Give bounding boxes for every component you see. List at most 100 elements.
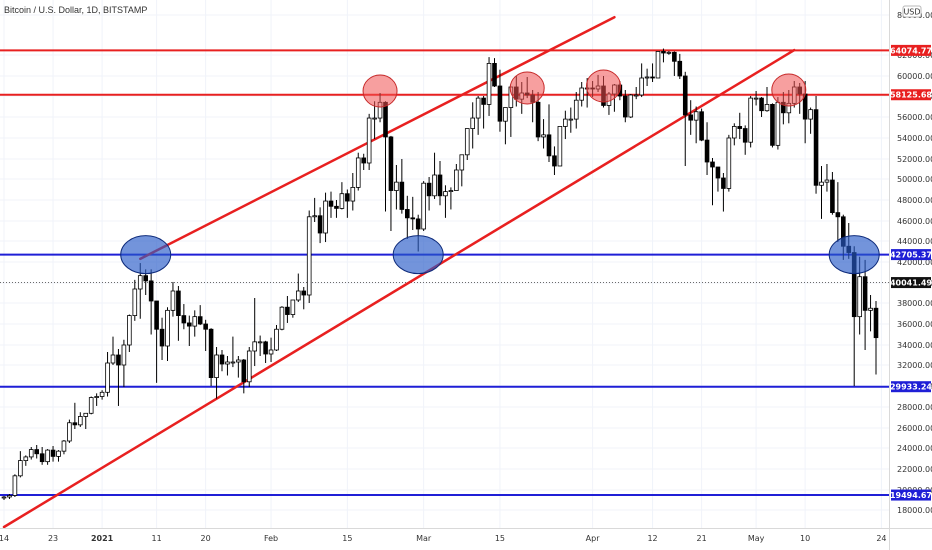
candle: [197, 305, 203, 326]
candle: [552, 146, 557, 175]
price-axis-layer: 18000.0020000.0022000.0024000.0026000.00…: [889, 0, 932, 550]
candle: [557, 126, 563, 167]
candle: [808, 107, 813, 134]
candle: [334, 200, 339, 218]
candle-body: [148, 280, 154, 302]
candle: [737, 112, 743, 140]
candle: [830, 172, 835, 215]
candle-body: [165, 309, 170, 347]
candle: [862, 259, 868, 350]
candle-body: [214, 354, 219, 379]
candle-body: [808, 109, 813, 120]
level-price-badge: [891, 89, 931, 101]
candle: [650, 63, 655, 82]
candle: [361, 153, 366, 170]
time-tick-label: 2021: [91, 534, 114, 543]
candle-body: [116, 354, 121, 366]
price-tick-label: 44000.00: [897, 237, 932, 246]
candle-body: [546, 134, 552, 157]
candle: [475, 96, 481, 135]
candle-body: [12, 475, 18, 496]
candle-body: [328, 200, 334, 207]
support-circle: [828, 235, 880, 275]
candle-body: [105, 362, 110, 393]
candle: [121, 339, 127, 388]
candle: [83, 412, 89, 429]
candle-body: [67, 422, 72, 442]
candle: [78, 412, 83, 427]
price-tick-label: 18000.00: [897, 506, 932, 515]
level-price-label: 42705.37: [890, 251, 932, 260]
candle-body: [306, 216, 312, 296]
candle: [404, 195, 410, 239]
candle: [699, 108, 704, 142]
candle: [366, 113, 372, 170]
candle: [50, 446, 56, 462]
candle: [410, 196, 416, 230]
candle: [437, 161, 443, 206]
candle: [279, 306, 285, 331]
candle-body: [383, 101, 388, 138]
candle: [873, 301, 879, 375]
candle-body: [1, 496, 7, 499]
level-price-badge: [891, 381, 931, 393]
candle: [181, 304, 187, 330]
candle-body: [862, 276, 868, 311]
candle-body: [486, 63, 492, 105]
candle: [236, 356, 241, 378]
candle: [94, 393, 99, 406]
candle-body: [388, 136, 394, 191]
candle-body: [464, 128, 470, 156]
time-tick-label: 23: [48, 534, 58, 543]
candle: [753, 91, 759, 106]
candle: [34, 445, 39, 459]
candle: [481, 96, 486, 129]
candle: [306, 210, 312, 303]
candle-body: [7, 495, 12, 498]
candle: [208, 328, 214, 386]
candle: [301, 287, 307, 310]
candle: [835, 182, 841, 243]
candle-body: [677, 60, 683, 77]
candle: [633, 87, 639, 100]
candle-body: [225, 361, 230, 365]
candle: [688, 100, 693, 135]
highlight-circles-layer: [120, 69, 880, 275]
candle: [573, 92, 579, 129]
candle-body: [426, 182, 432, 197]
currency-button[interactable]: USD: [902, 5, 922, 18]
candle-body: [481, 97, 486, 105]
candle-body: [88, 397, 94, 414]
candle: [770, 103, 775, 148]
candle: [704, 122, 710, 175]
candle-body: [775, 101, 781, 146]
price-tick-label: 60000.00: [897, 72, 932, 81]
candle: [693, 106, 699, 144]
candle-body: [623, 95, 628, 118]
candle: [290, 299, 296, 318]
time-tick-label: 20: [201, 534, 211, 543]
candle-body: [241, 359, 247, 383]
candle: [127, 314, 132, 352]
candle-body: [399, 181, 405, 210]
candle-body: [639, 77, 644, 96]
candle: [628, 94, 634, 119]
candle-body: [334, 205, 339, 209]
candle-body: [568, 118, 574, 121]
time-tick-label: 15: [495, 534, 505, 543]
level-price-label: 58125.68: [890, 91, 932, 100]
candle-body: [721, 177, 726, 189]
time-tick-label: Apr: [586, 534, 601, 543]
candle-body: [742, 128, 748, 143]
candle: [672, 51, 677, 76]
candle: [677, 53, 683, 79]
candle: [116, 349, 121, 406]
time-tick-label: 15: [342, 534, 352, 543]
candle-body: [410, 217, 416, 220]
candle-body: [34, 449, 39, 455]
candle-body: [252, 341, 258, 352]
candle: [345, 189, 350, 218]
trendline: [2, 48, 796, 529]
